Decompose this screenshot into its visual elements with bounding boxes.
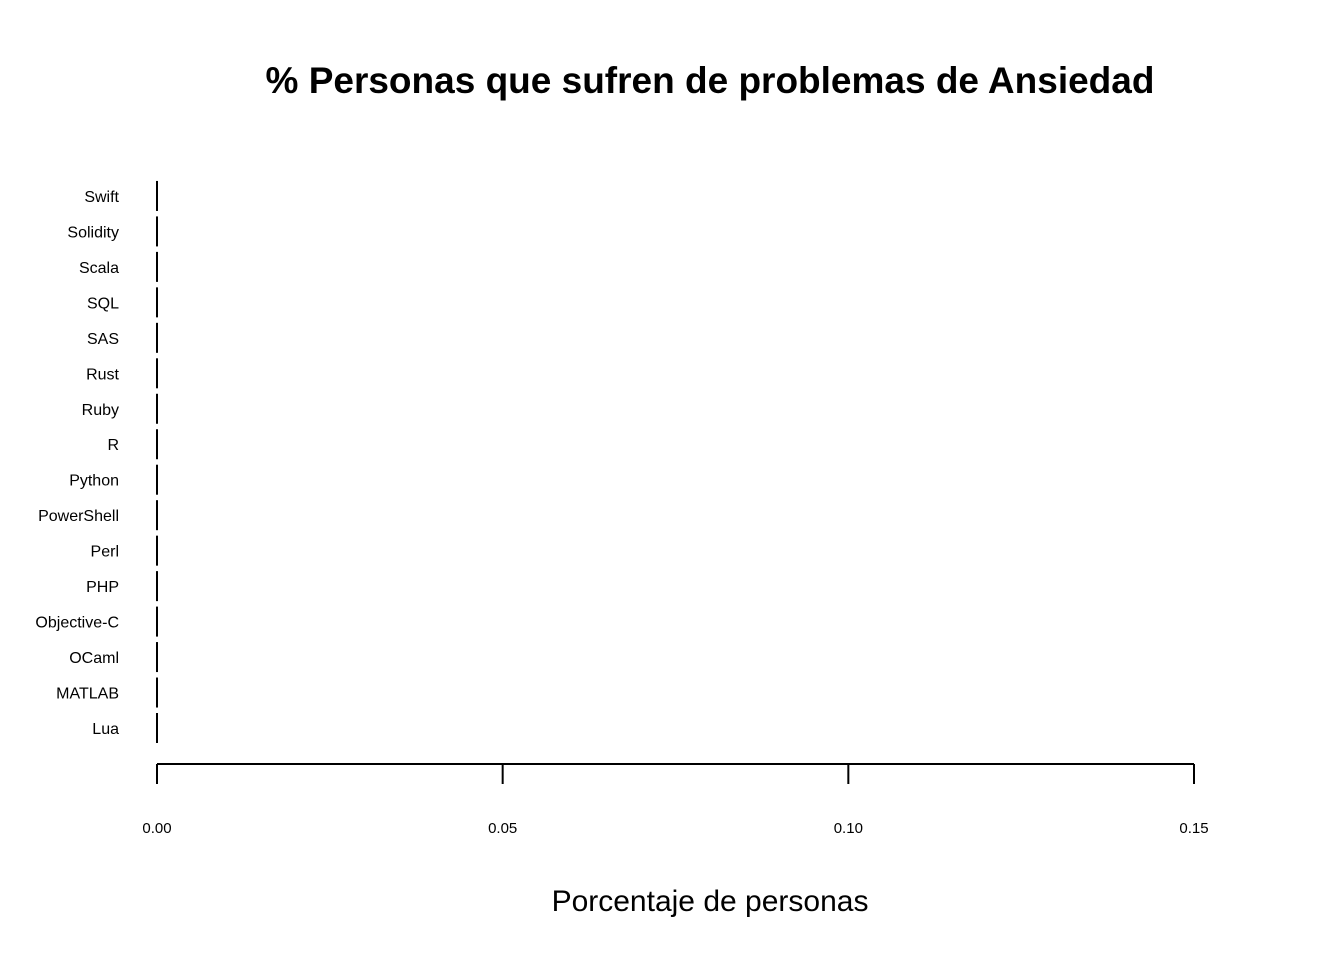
x-tick-label: 0.15 xyxy=(1179,820,1208,837)
bar xyxy=(156,322,158,353)
category-label: Rust xyxy=(86,366,119,383)
bar xyxy=(156,251,158,282)
bars-group xyxy=(156,180,158,743)
x-tick-label: 0.05 xyxy=(488,820,517,837)
category-label: SQL xyxy=(87,295,119,312)
category-label: Scala xyxy=(79,260,119,277)
bar xyxy=(156,571,158,602)
category-label: Objective-C xyxy=(35,615,119,632)
bar xyxy=(156,429,158,460)
category-label: Swift xyxy=(84,189,119,206)
bar xyxy=(156,287,158,318)
bar xyxy=(156,535,158,566)
bar xyxy=(156,500,158,531)
bar xyxy=(156,713,158,743)
category-label: Lua xyxy=(92,721,119,738)
x-tick-label: 0.10 xyxy=(834,820,863,837)
bar xyxy=(156,216,158,247)
category-label: OCaml xyxy=(69,650,119,667)
category-label: SAS xyxy=(87,331,119,348)
category-labels: Lua MATLAB OCaml Objective-C PHP Perl PowerShe… xyxy=(35,189,119,738)
category-label: Solidity xyxy=(67,224,119,241)
bar xyxy=(156,393,158,424)
bar xyxy=(156,358,158,389)
category-label: Ruby xyxy=(82,402,119,419)
category-label: PHP xyxy=(86,579,119,596)
bar xyxy=(156,606,158,637)
x-axis: 0.00 0.05 0.10 0.15 xyxy=(142,763,1209,837)
category-label: R xyxy=(107,437,119,454)
category-label: MATLAB xyxy=(56,686,119,703)
category-label: Python xyxy=(69,473,119,490)
bar xyxy=(156,180,158,211)
bar xyxy=(156,677,158,708)
bar xyxy=(156,464,158,495)
bar xyxy=(156,642,158,673)
category-label: Perl xyxy=(91,544,119,561)
x-tick-label: 0.00 xyxy=(142,820,171,837)
chart-title: % Personas que sufren de problemas de An… xyxy=(266,60,1155,101)
category-label: PowerShell xyxy=(38,508,119,525)
x-axis-label: Porcentaje de personas xyxy=(552,885,869,918)
